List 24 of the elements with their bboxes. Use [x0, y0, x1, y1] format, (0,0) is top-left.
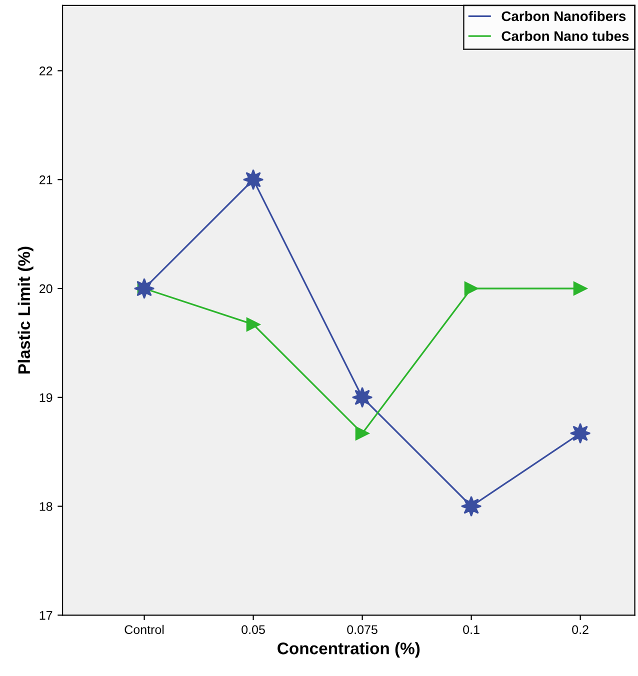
point — [352, 386, 373, 408]
y-tick-label: 22 — [40, 66, 52, 76]
x-tick-label: 0.1 — [463, 625, 480, 634]
x-tick-label: 0.075 — [347, 625, 378, 634]
point — [460, 496, 482, 517]
point — [134, 278, 155, 299]
y-axis-title: Plastic Limit (%) — [18, 246, 34, 374]
x-tick-label: 0.2 — [572, 625, 588, 634]
y-tick-label: 20 — [40, 284, 52, 294]
legend-label: Carbon Nanofibers — [502, 10, 626, 22]
x-tick-label: Control — [124, 624, 164, 634]
point — [355, 426, 370, 440]
x-axis-title: Concentration (%) — [278, 642, 420, 658]
y-tick-label: 21 — [40, 175, 52, 184]
y-tick-label: 19 — [40, 393, 52, 402]
point — [464, 282, 478, 296]
y-tick-label: 17 — [40, 611, 52, 620]
legend-label: Carbon Nano tubes — [502, 30, 629, 42]
y-tick-label: 18 — [40, 502, 52, 511]
point — [573, 282, 588, 296]
point — [242, 169, 264, 190]
point — [570, 422, 591, 444]
x-tick-label: 0.05 — [242, 625, 265, 634]
point — [246, 317, 260, 332]
